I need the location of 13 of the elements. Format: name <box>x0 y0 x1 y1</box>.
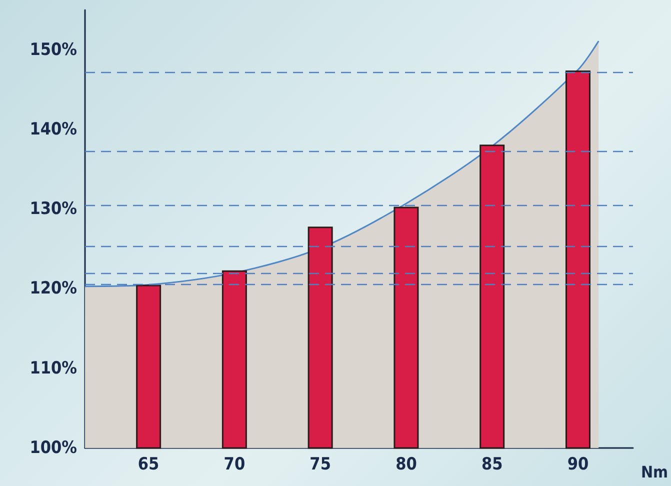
x-tick-label: 75 <box>310 454 331 474</box>
y-tick-label: 100% <box>30 438 77 458</box>
x-axis-title: Nm <box>640 462 668 482</box>
y-tick-label: 120% <box>30 278 77 299</box>
x-tick-label: 70 <box>224 454 246 474</box>
x-tick-label: 65 <box>138 454 160 474</box>
x-tick-label: 85 <box>481 454 503 474</box>
x-tick-label: 90 <box>567 454 589 474</box>
y-tick-label: 110% <box>30 358 77 378</box>
y-tick-label: 150% <box>30 40 77 60</box>
y-tick-label: 140% <box>30 119 77 140</box>
x-tick-label: 80 <box>396 454 417 474</box>
y-tick-label: 130% <box>30 199 77 220</box>
